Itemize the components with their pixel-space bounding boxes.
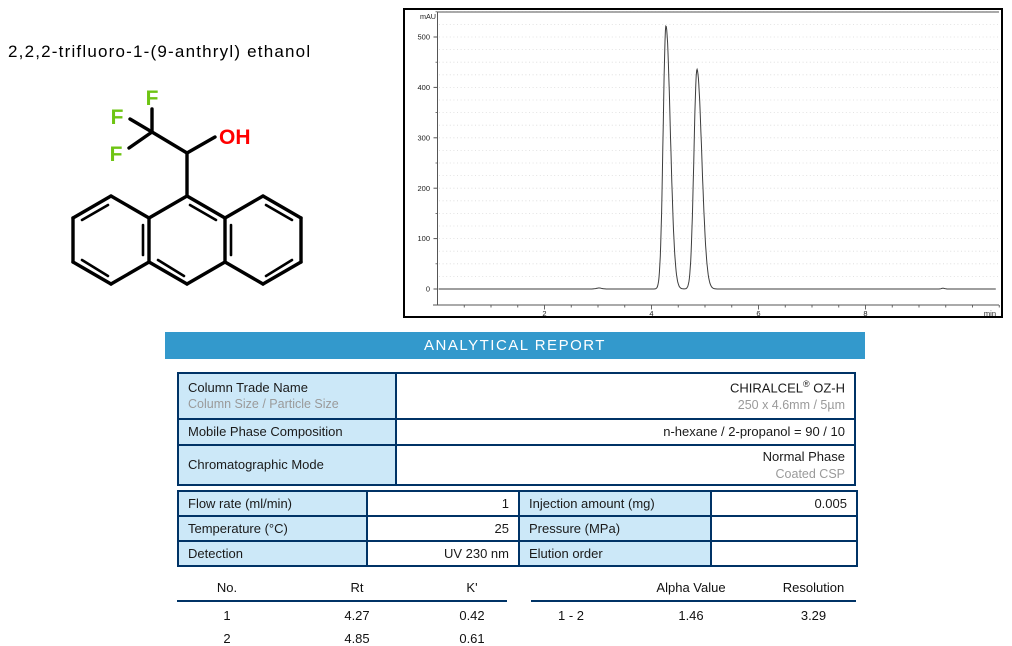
svg-text:6: 6 bbox=[756, 309, 760, 318]
table-row: Chromatographic Mode Normal Phase Coated… bbox=[177, 443, 856, 487]
table-row: Temperature (°C) 25 Pressure (MPa) bbox=[177, 515, 858, 542]
injection-amount-value: 0.005 bbox=[710, 490, 858, 517]
pressure-value bbox=[710, 515, 858, 542]
double-bond-lines bbox=[80, 203, 294, 278]
peak-kprime: 0.42 bbox=[459, 608, 485, 623]
elution-order-value bbox=[710, 540, 858, 567]
report-banner-title: ANALYTICAL REPORT bbox=[424, 337, 606, 354]
pressure-label: Pressure (MPa) bbox=[518, 515, 712, 542]
anthracene-skeleton bbox=[71, 107, 303, 286]
flow-rate-label: Flow rate (ml/min) bbox=[177, 490, 368, 517]
report-banner: ANALYTICAL REPORT bbox=[165, 332, 865, 359]
peak-rt-header: Rt bbox=[277, 578, 437, 602]
svg-text:2: 2 bbox=[542, 309, 546, 318]
parameters-table: Flow rate (ml/min) 1 Injection amount (m… bbox=[177, 490, 858, 567]
peak-rt: 4.27 bbox=[344, 608, 370, 623]
peak-no: 2 bbox=[223, 631, 231, 646]
detection-value: UV 230 nm bbox=[366, 540, 520, 567]
svg-text:100: 100 bbox=[417, 234, 430, 243]
svg-text:400: 400 bbox=[417, 83, 430, 92]
mobile-phase-label: Mobile Phase Composition bbox=[177, 418, 397, 446]
table-row: 1 4.27 0.42 bbox=[177, 601, 507, 625]
peak-rt: 4.85 bbox=[344, 631, 370, 646]
chromatographic-mode-label: Chromatographic Mode bbox=[177, 443, 397, 487]
column-trade-name-label: Column Trade Name bbox=[188, 379, 308, 395]
svg-text:4: 4 bbox=[649, 309, 653, 318]
svg-text:8: 8 bbox=[863, 309, 867, 318]
svg-text:mAU: mAU bbox=[420, 12, 436, 21]
svg-text:300: 300 bbox=[417, 133, 430, 142]
svg-text:500: 500 bbox=[417, 33, 430, 42]
detection-label: Detection bbox=[177, 540, 368, 567]
injection-amount-label: Injection amount (mg) bbox=[518, 490, 712, 517]
chemical-structure: F F F OH bbox=[71, 87, 303, 286]
table-row: Detection UV 230 nm Elution order bbox=[177, 540, 858, 567]
temperature-label: Temperature (°C) bbox=[177, 515, 368, 542]
table-row: Column Trade Name Column Size / Particle… bbox=[177, 372, 856, 420]
peak-kprime-header: K' bbox=[437, 578, 507, 602]
column-size-value: 250 x 4.6mm / 5µm bbox=[737, 398, 845, 412]
alpha-header: Alpha Value bbox=[611, 578, 771, 602]
table-row: Mobile Phase Composition n-hexane / 2-pr… bbox=[177, 418, 856, 446]
peak-no: 1 bbox=[223, 608, 231, 623]
fluorine-label: F bbox=[110, 143, 123, 166]
table-row: Flow rate (ml/min) 1 Injection amount (m… bbox=[177, 490, 858, 517]
compound-name: 2,2,2-trifluoro-1-(9-anthryl) ethanol bbox=[8, 42, 312, 61]
svg-text:200: 200 bbox=[417, 184, 430, 193]
temperature-value: 25 bbox=[366, 515, 520, 542]
pair-header bbox=[531, 578, 611, 602]
alpha-value: 1.46 bbox=[678, 608, 704, 623]
svg-text:min: min bbox=[984, 309, 996, 318]
elution-order-label: Elution order bbox=[518, 540, 712, 567]
peak-kprime: 0.61 bbox=[459, 631, 485, 646]
column-info-table: Column Trade Name Column Size / Particle… bbox=[177, 372, 856, 487]
fluorine-label: F bbox=[146, 87, 159, 110]
pair-value: 1 - 2 bbox=[557, 608, 584, 623]
peak-results-table: No. Rt K' 1 4.27 0.42 2 4.85 0.61 bbox=[177, 578, 507, 646]
hydroxyl-label: OH bbox=[219, 126, 251, 149]
flow-rate-value: 1 bbox=[366, 490, 520, 517]
svg-text:0: 0 bbox=[426, 285, 430, 294]
resolution-value: 3.29 bbox=[800, 608, 827, 623]
registered-mark: ® bbox=[802, 379, 810, 390]
resolution-header: Resolution bbox=[771, 578, 856, 602]
peak-no-header: No. bbox=[177, 578, 277, 602]
table-row: 2 4.85 0.61 bbox=[177, 625, 507, 646]
column-trade-name-value: CHIRALCEL® OZ-H bbox=[730, 379, 845, 396]
chromatographic-mode-value: Normal Phase bbox=[762, 449, 845, 464]
fluorine-label: F bbox=[111, 106, 124, 129]
csp-type-value: Coated CSP bbox=[775, 466, 845, 481]
column-size-label: Column Size / Particle Size bbox=[188, 397, 339, 412]
table-row: 1 - 2 1.46 3.29 bbox=[531, 601, 856, 625]
separation-results-table: Alpha Value Resolution 1 - 2 1.46 3.29 bbox=[531, 578, 856, 625]
chromatogram-plot: 0 100 200 300 400 500 mAU 2 4 6 8 min bbox=[403, 8, 1003, 318]
mobile-phase-value: n-hexane / 2-propanol = 90 / 10 bbox=[395, 418, 856, 446]
